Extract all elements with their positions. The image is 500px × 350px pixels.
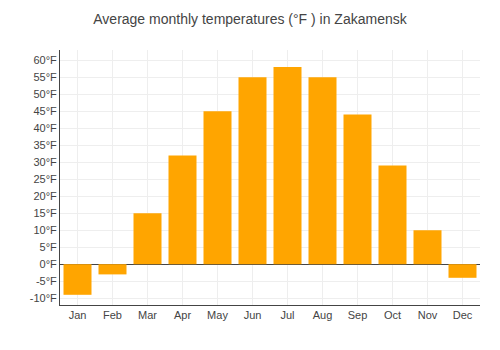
svg-text:15°F: 15°F [33, 207, 57, 219]
svg-text:60°F: 60°F [33, 54, 57, 66]
svg-text:Aug: Aug [313, 309, 333, 321]
svg-text:35°F: 35°F [33, 139, 57, 151]
svg-text:Feb: Feb [103, 309, 122, 321]
svg-text:Jan: Jan [69, 309, 87, 321]
svg-text:-10°F: -10°F [30, 292, 57, 304]
svg-text:Apr: Apr [174, 309, 191, 321]
svg-text:Average monthly temperatures (: Average monthly temperatures (°F ) in Za… [93, 11, 407, 27]
svg-text:5°F: 5°F [40, 241, 58, 253]
svg-text:Nov: Nov [418, 309, 438, 321]
svg-text:Jun: Jun [244, 309, 262, 321]
svg-text:Sep: Sep [348, 309, 368, 321]
svg-text:30°F: 30°F [33, 156, 57, 168]
svg-text:Jul: Jul [280, 309, 294, 321]
svg-text:45°F: 45°F [33, 105, 57, 117]
svg-text:25°F: 25°F [33, 173, 57, 185]
svg-text:Dec: Dec [453, 309, 473, 321]
svg-text:May: May [207, 309, 228, 321]
svg-text:40°F: 40°F [33, 122, 57, 134]
svg-text:55°F: 55°F [33, 71, 57, 83]
svg-text:Oct: Oct [384, 309, 401, 321]
svg-text:20°F: 20°F [33, 190, 57, 202]
svg-text:-5°F: -5°F [36, 275, 57, 287]
svg-text:0°F: 0°F [40, 258, 58, 270]
svg-text:Mar: Mar [138, 309, 157, 321]
svg-text:50°F: 50°F [33, 88, 57, 100]
svg-text:10°F: 10°F [33, 224, 57, 236]
